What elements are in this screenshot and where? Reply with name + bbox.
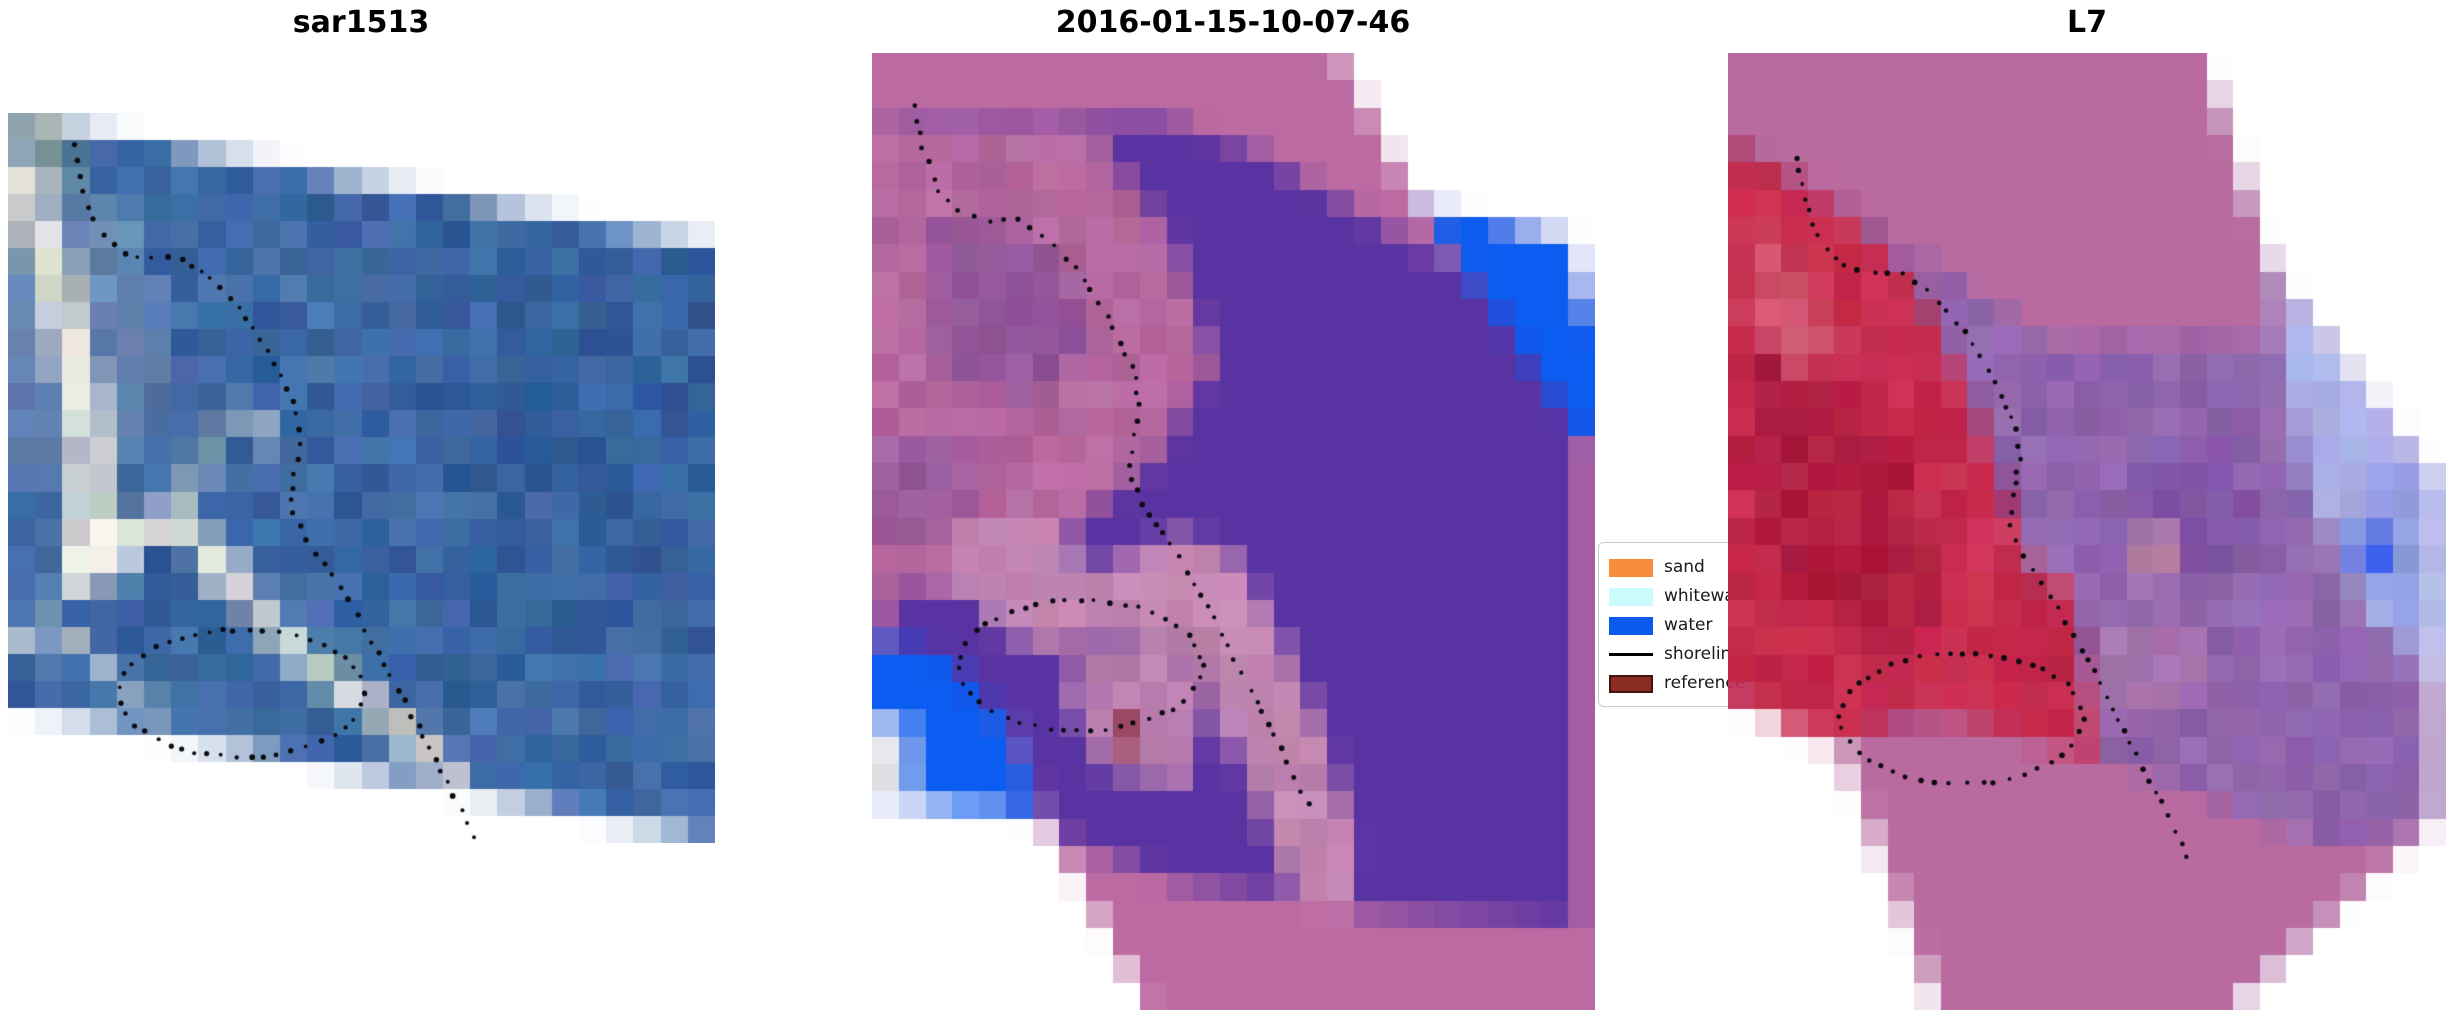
panel-title-l7: L7 bbox=[2067, 5, 2107, 40]
legend-label: reference bbox=[1664, 673, 1746, 693]
legend-label: water bbox=[1664, 615, 1713, 635]
whitewater-swatch bbox=[1609, 587, 1653, 606]
shoreline-swatch bbox=[1609, 653, 1653, 656]
panel-title-sar1513: sar1513 bbox=[292, 5, 430, 40]
legend-item-water: water bbox=[1609, 611, 1751, 640]
sand-swatch bbox=[1609, 558, 1653, 577]
legend-item-shoreline: shoreline bbox=[1609, 640, 1751, 669]
water-swatch bbox=[1609, 616, 1653, 635]
legend-label: sand bbox=[1664, 557, 1705, 577]
panel-image-date-scene bbox=[872, 53, 1595, 1010]
panel-title-date-scene: 2016-01-15-10-07-46 bbox=[1055, 5, 1411, 40]
panel-image-sar1513 bbox=[8, 113, 715, 843]
legend-item-reference: reference bbox=[1609, 669, 1751, 698]
legend-item-sand: sand bbox=[1609, 553, 1751, 582]
panel-image-l7 bbox=[1728, 53, 2446, 1010]
reference-swatch bbox=[1609, 674, 1653, 693]
legend-label: shoreline bbox=[1664, 644, 1742, 664]
